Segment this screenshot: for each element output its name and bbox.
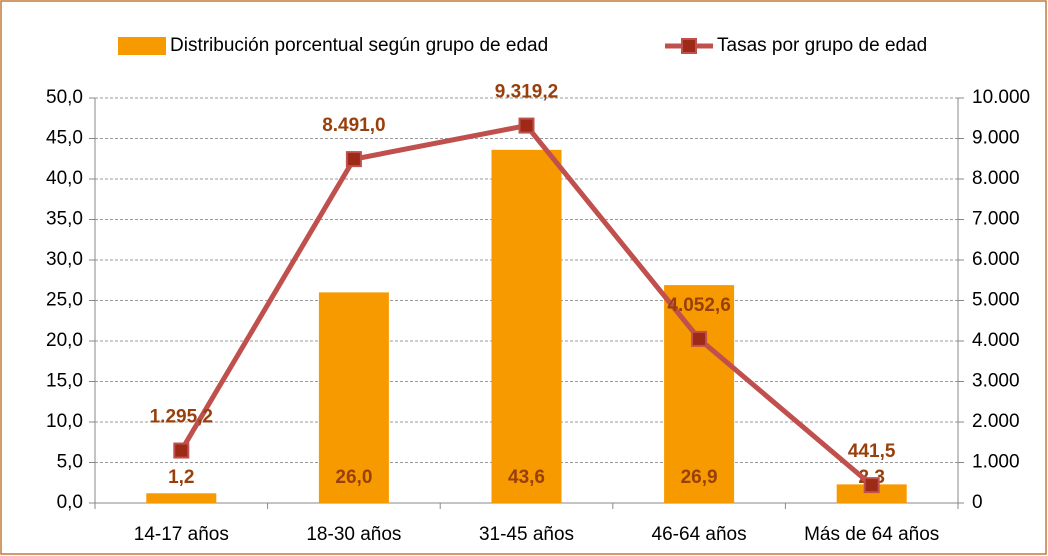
x-tick-label: 14-17 años bbox=[134, 524, 229, 545]
bar-label: 1,2 bbox=[168, 467, 194, 488]
y-tick-label: 20,0 bbox=[46, 330, 83, 351]
y-tick-label: 35,0 bbox=[46, 209, 83, 230]
y2-tick-label: 0 bbox=[972, 492, 983, 513]
bar-label: 26,0 bbox=[335, 467, 372, 488]
y2-tick-label: 5.000 bbox=[972, 290, 1020, 311]
line-marker bbox=[691, 330, 708, 347]
bar bbox=[146, 493, 217, 503]
line-marker bbox=[345, 151, 362, 168]
y2-tick-label: 4.000 bbox=[972, 330, 1020, 351]
y2-tick-label: 2.000 bbox=[972, 411, 1020, 432]
legend-label: Tasas por grupo de edad bbox=[717, 35, 927, 56]
y2-tick-label: 6.000 bbox=[972, 249, 1020, 270]
legend-label: Distribución porcentual según grupo de e… bbox=[170, 35, 548, 56]
y2-tick-label: 10.000 bbox=[972, 87, 1030, 108]
bar bbox=[318, 292, 389, 503]
y-tick-label: 10,0 bbox=[46, 411, 83, 432]
line-label: 9.319,2 bbox=[495, 82, 558, 103]
line-marker bbox=[863, 477, 880, 494]
y-tick-label: 45,0 bbox=[46, 128, 83, 149]
y-tick-label: 30,0 bbox=[46, 249, 83, 270]
y-tick-label: 15,0 bbox=[46, 371, 83, 392]
x-tick-label: Más de 64 años bbox=[804, 524, 939, 545]
line-label: 8.491,0 bbox=[322, 115, 385, 136]
y2-tick-label: 8.000 bbox=[972, 168, 1020, 189]
line-marker bbox=[173, 442, 190, 459]
legend-marker bbox=[681, 38, 697, 54]
y-tick-label: 0,0 bbox=[57, 492, 83, 513]
line-label: 441,5 bbox=[848, 441, 896, 462]
y-tick-label: 5,0 bbox=[57, 452, 83, 473]
y2-tick-label: 3.000 bbox=[972, 371, 1020, 392]
y2-tick-label: 7.000 bbox=[972, 209, 1020, 230]
bar-label: 43,6 bbox=[508, 467, 545, 488]
y-tick-label: 25,0 bbox=[46, 290, 83, 311]
line-label: 4.052,6 bbox=[667, 295, 730, 316]
x-tick-label: 18-30 años bbox=[306, 524, 401, 545]
y2-tick-label: 9.000 bbox=[972, 128, 1020, 149]
y-tick-label: 50,0 bbox=[46, 87, 83, 108]
y2-tick-label: 1.000 bbox=[972, 452, 1020, 473]
x-tick-label: 31-45 años bbox=[479, 524, 574, 545]
bar-label: 26,9 bbox=[681, 467, 718, 488]
bar bbox=[836, 484, 907, 503]
y-tick-label: 40,0 bbox=[46, 168, 83, 189]
line-label: 1.295,2 bbox=[150, 407, 213, 428]
x-tick-label: 46-64 años bbox=[652, 524, 747, 545]
legend-swatch bbox=[118, 37, 166, 55]
line-marker bbox=[518, 117, 535, 134]
bar bbox=[664, 285, 735, 503]
bar bbox=[491, 149, 562, 503]
